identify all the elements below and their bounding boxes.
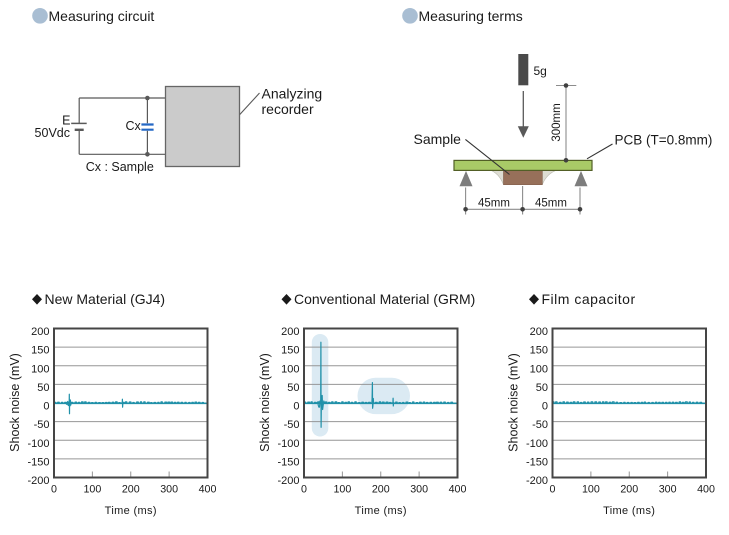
svg-text:0: 0 <box>550 484 556 496</box>
svg-text:-150: -150 <box>277 456 299 468</box>
svg-text:Conventional Material (GRM): Conventional Material (GRM) <box>294 291 475 307</box>
svg-text:Cx : Sample: Cx : Sample <box>86 160 154 174</box>
svg-text:Sample: Sample <box>414 131 462 147</box>
svg-text:50Vdc: 50Vdc <box>35 126 70 140</box>
svg-text:Time (ms): Time (ms) <box>105 505 157 517</box>
svg-text:100: 100 <box>333 484 351 496</box>
svg-text:200: 200 <box>620 484 638 496</box>
svg-text:0: 0 <box>51 484 57 496</box>
svg-text:Analyzing: Analyzing <box>262 86 323 102</box>
svg-text:300mm: 300mm <box>551 103 563 141</box>
svg-text:200: 200 <box>31 326 49 338</box>
svg-text:400: 400 <box>449 484 467 496</box>
svg-text:200: 200 <box>122 484 140 496</box>
svg-text:recorder: recorder <box>262 101 314 117</box>
svg-text:Measuring terms: Measuring terms <box>419 8 523 24</box>
svg-text:100: 100 <box>582 484 600 496</box>
svg-text:E: E <box>62 113 70 127</box>
svg-text:100: 100 <box>530 363 548 375</box>
svg-text:0: 0 <box>301 484 307 496</box>
svg-text:-200: -200 <box>277 475 299 487</box>
svg-text:Shock noise (mV): Shock noise (mV) <box>258 353 272 452</box>
svg-text:200: 200 <box>281 326 299 338</box>
svg-text:300: 300 <box>160 484 178 496</box>
svg-text:5g: 5g <box>534 64 547 78</box>
svg-text:200: 200 <box>530 326 548 338</box>
svg-text:45mm: 45mm <box>478 198 510 210</box>
svg-text:-50: -50 <box>284 419 300 431</box>
svg-text:45mm: 45mm <box>535 198 567 210</box>
svg-text:100: 100 <box>83 484 101 496</box>
svg-text:-100: -100 <box>27 438 49 450</box>
svg-text:150: 150 <box>530 345 548 357</box>
svg-text:-200: -200 <box>526 475 548 487</box>
svg-text:PCB (T=0.8mm): PCB (T=0.8mm) <box>615 133 713 148</box>
svg-text:50: 50 <box>37 382 49 394</box>
svg-text:-100: -100 <box>277 438 299 450</box>
svg-text:-150: -150 <box>526 456 548 468</box>
svg-text:Film capacitor: Film capacitor <box>542 291 636 307</box>
svg-text:Shock noise (mV): Shock noise (mV) <box>8 353 22 452</box>
svg-text:New Material (GJ4): New Material (GJ4) <box>45 291 166 307</box>
svg-text:300: 300 <box>410 484 428 496</box>
svg-text:-50: -50 <box>532 419 548 431</box>
svg-text:400: 400 <box>697 484 715 496</box>
svg-text:0: 0 <box>293 401 299 413</box>
svg-text:0: 0 <box>542 401 548 413</box>
svg-text:-150: -150 <box>27 456 49 468</box>
svg-text:150: 150 <box>281 345 299 357</box>
svg-text:Time (ms): Time (ms) <box>603 505 655 517</box>
svg-text:0: 0 <box>43 401 49 413</box>
svg-text:100: 100 <box>281 363 299 375</box>
svg-text:-100: -100 <box>526 438 548 450</box>
svg-text:-50: -50 <box>34 419 50 431</box>
svg-text:Measuring circuit: Measuring circuit <box>49 8 155 24</box>
svg-text:-200: -200 <box>27 475 49 487</box>
svg-text:150: 150 <box>31 345 49 357</box>
svg-text:200: 200 <box>372 484 390 496</box>
svg-text:400: 400 <box>199 484 217 496</box>
svg-text:50: 50 <box>287 382 299 394</box>
svg-text:Shock noise (mV): Shock noise (mV) <box>507 353 521 452</box>
svg-text:50: 50 <box>536 382 548 394</box>
svg-text:Time (ms): Time (ms) <box>355 505 407 517</box>
svg-text:100: 100 <box>31 363 49 375</box>
svg-text:300: 300 <box>659 484 677 496</box>
svg-text:Cx: Cx <box>126 119 142 133</box>
